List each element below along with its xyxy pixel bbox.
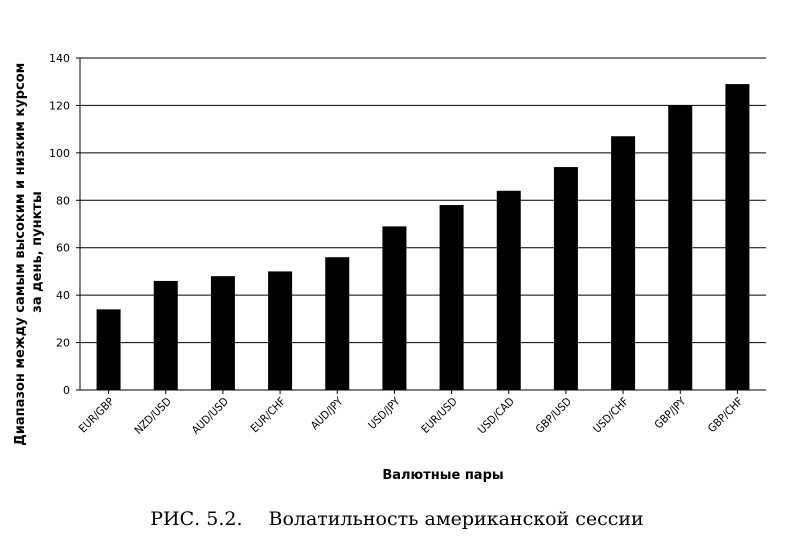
y-axis-title: Диапазон между самым высоким и низким ку… bbox=[13, 58, 45, 446]
x-axis-title: Валютные пары bbox=[382, 468, 503, 483]
y-tick-label: 40 bbox=[56, 289, 70, 302]
bar bbox=[210, 276, 235, 390]
bar bbox=[153, 280, 178, 390]
y-tick-label: 80 bbox=[56, 194, 70, 207]
y-tick-label: 0 bbox=[63, 384, 70, 397]
bar bbox=[439, 205, 464, 390]
bar bbox=[496, 190, 521, 390]
x-tick-labels: EUR/GBP NZD/USD AUD/USD EUR/CHF AUD/JPY USD/J… bbox=[76, 390, 746, 437]
x-tick-label: EUR/CHF bbox=[248, 395, 288, 435]
bar bbox=[96, 309, 121, 390]
x-tick-label: GBP/USD bbox=[533, 395, 574, 436]
figure-caption: РИС. 5.2. Волатильность американской сесс… bbox=[0, 508, 794, 530]
x-tick-label: AUD/JPY bbox=[308, 394, 346, 432]
bar bbox=[553, 167, 578, 390]
bar bbox=[611, 136, 636, 390]
y-tick-label: 140 bbox=[49, 52, 70, 65]
figure-number: РИС. 5.2. bbox=[150, 508, 243, 530]
x-tick-label: GBP/CHF bbox=[705, 395, 745, 435]
bar-chart: 0 20 40 60 80 100 120 140 EUR/GBP NZD/USD AUD/USD… bbox=[13, 52, 766, 483]
bars bbox=[96, 84, 750, 390]
y-tick-label: 60 bbox=[56, 242, 70, 255]
x-tick-label: GBP/JPY bbox=[652, 394, 689, 431]
y-tick-label: 20 bbox=[56, 337, 70, 350]
bar bbox=[668, 105, 693, 390]
x-tick-label: EUR/USD bbox=[419, 395, 460, 436]
y-axis-title-line-2: за день, пункты bbox=[30, 191, 45, 312]
x-tick-label: USD/CAD bbox=[475, 395, 517, 437]
bar bbox=[725, 84, 750, 390]
x-tick-label: USD/CHF bbox=[591, 395, 632, 436]
x-tick-label: NZD/USD bbox=[132, 395, 174, 437]
y-tick-label: 120 bbox=[49, 99, 70, 112]
x-tick-label: USD/JPY bbox=[366, 394, 404, 432]
y-tick-labels: 0 20 40 60 80 100 120 140 bbox=[49, 52, 80, 397]
bar bbox=[325, 257, 350, 390]
gridlines bbox=[80, 57, 766, 344]
bar bbox=[382, 226, 407, 390]
figure-title: Волатильность американской сессии bbox=[268, 508, 644, 530]
x-tick-label: EUR/GBP bbox=[76, 395, 116, 435]
y-tick-label: 100 bbox=[49, 147, 70, 160]
bar bbox=[268, 271, 293, 390]
y-axis-title-line-1: Диапазон между самым высоким и низким ку… bbox=[13, 63, 28, 446]
x-tick-label: AUD/USD bbox=[189, 395, 231, 437]
